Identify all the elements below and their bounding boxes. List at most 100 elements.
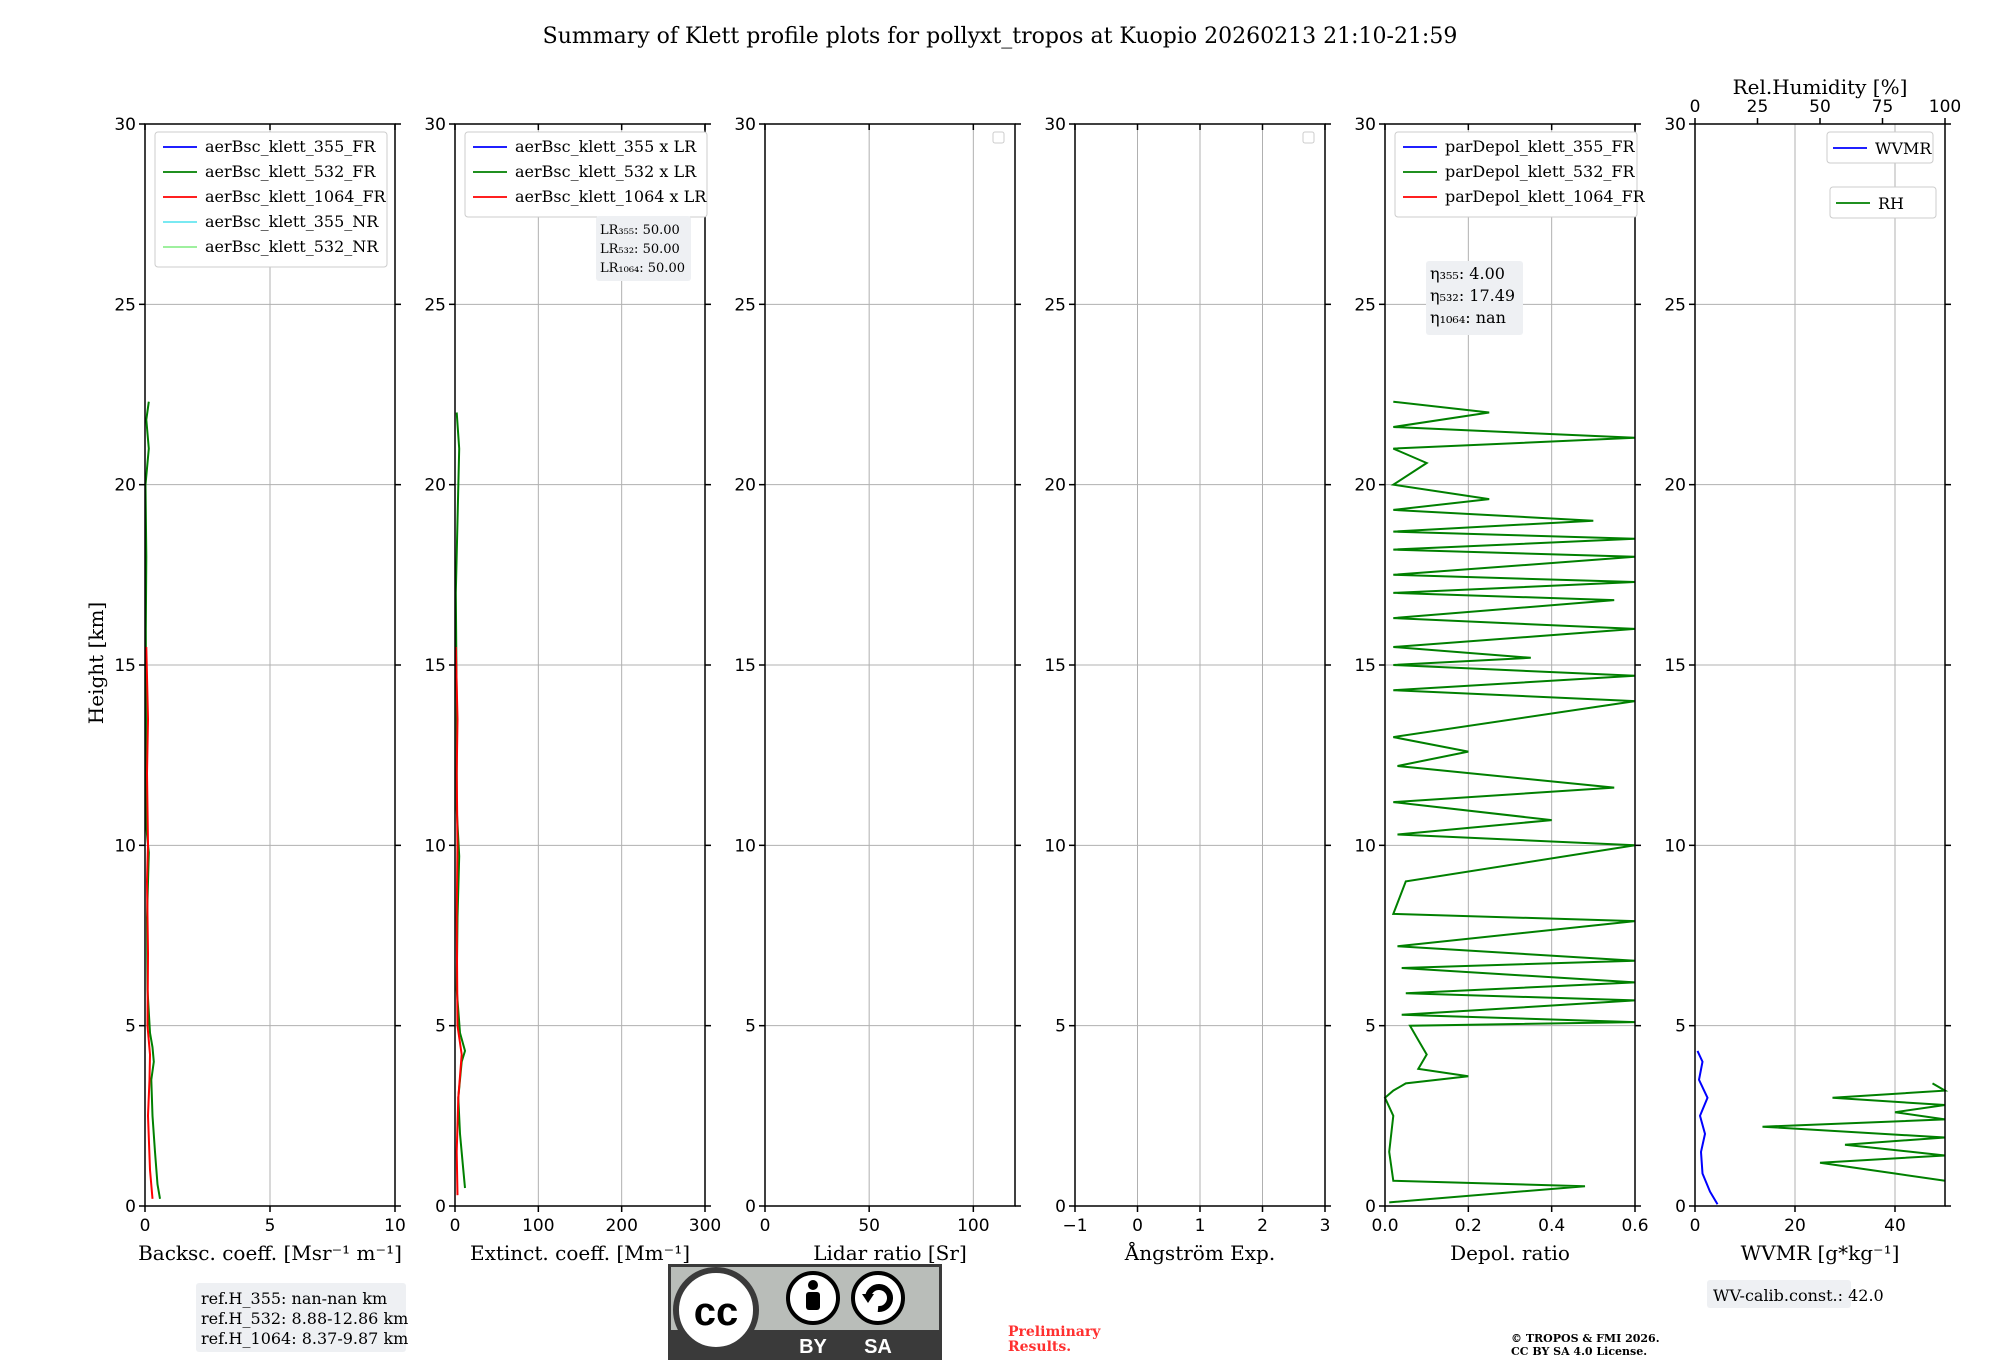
by-person-head [808, 1280, 818, 1290]
annotation-line: LR₁₀₆₄: 50.00 [600, 261, 685, 276]
x-tick-label: 0 [760, 1216, 771, 1236]
y-tick-label: 0 [1675, 1197, 1686, 1217]
y-tick-label: 15 [734, 656, 756, 676]
series-RH [1762, 1082, 1949, 1182]
y-tick-label: 15 [1354, 656, 1376, 676]
y-tick-label: 20 [424, 476, 446, 496]
sa-icon [851, 1271, 905, 1325]
y-tick-label: 5 [1675, 1017, 1686, 1037]
x-axis-label: Depol. ratio [1450, 1241, 1570, 1265]
preliminary-line1: Preliminary [1008, 1324, 1101, 1340]
legend-label: aerBsc_klett_1064_FR [205, 187, 387, 206]
x-tick-label: 5 [265, 1216, 276, 1236]
y-tick-label: 0 [125, 1197, 136, 1217]
y-tick-label: 10 [1664, 836, 1686, 856]
copyright-line2: CC BY SA 4.0 License. [1511, 1345, 1647, 1358]
x-axis-label: Backsc. coeff. [Msr⁻¹ m⁻¹] [138, 1241, 402, 1265]
y-tick-label: 25 [734, 295, 756, 315]
x-axis-label: Ångström Exp. [1124, 1240, 1275, 1265]
x-tick-label: 200 [605, 1216, 637, 1236]
ref-height-532: ref.H_532: 8.88-12.86 km [201, 1309, 408, 1328]
legend-label: parDepol_klett_532_FR [1445, 162, 1636, 181]
series-aerBsc_klett_1064_FR [145, 646, 154, 1199]
x-tick-label: 3 [1320, 1216, 1331, 1236]
series-parDepol_klett_532_FR [1383, 400, 1636, 1204]
panel-extinction: 0 100 200 300 0 5 10 15 20 25 30 Extinct. coeff. [M… [424, 115, 721, 1265]
y-tick-label: 20 [1664, 476, 1686, 496]
y-tick-label: 30 [734, 115, 756, 135]
cc-icon [673, 1267, 759, 1353]
y-tick-label: 30 [424, 115, 446, 135]
y-tick-label: 10 [424, 836, 446, 856]
x-tick-label: 0.2 [1455, 1216, 1482, 1236]
secondary-x-tick-label: 0 [1690, 97, 1701, 117]
ref-height-1064: ref.H_1064: 8.37-9.87 km [201, 1329, 408, 1348]
x-tick-label: 2 [1257, 1216, 1268, 1236]
wv-calib-box: WV-calib.const.: 42.0 [1707, 1280, 1884, 1308]
y-tick-label: 30 [1664, 115, 1686, 135]
secondary-x-tick-label: 25 [1747, 97, 1769, 117]
axes-frame [1384, 123, 1636, 1207]
secondary-x-tick-label: 50 [1809, 97, 1831, 117]
y-axis-label: Height [km] [84, 602, 108, 724]
annotation-line: η₅₃₂: 17.49 [1430, 286, 1515, 305]
sa-arrow-icon [865, 1284, 893, 1313]
empty-legend-box [992, 131, 1005, 144]
panel-backscatter: 0 5 10 0 5 10 15 20 25 30 Backsc. coeff. [Msr⁻¹ m⁻… [114, 115, 405, 1265]
panel-lidar_ratio: 0 50 100 0 5 10 15 20 25 30 Lidar ratio [Sr] [734, 115, 1021, 1265]
y-tick-label: 5 [745, 1017, 756, 1037]
x-tick-label: 300 [689, 1216, 721, 1236]
x-tick-label: 0.6 [1621, 1216, 1648, 1236]
secondary-x-axis-label: Rel.Humidity [%] [1733, 75, 1908, 99]
y-tick-label: 15 [1664, 656, 1686, 676]
x-tick-label: 20 [1784, 1216, 1806, 1236]
x-axis-label: WVMR [g*kg⁻¹] [1741, 1241, 1900, 1265]
x-tick-label: 0 [1132, 1216, 1143, 1236]
y-tick-label: 5 [1055, 1017, 1066, 1037]
preliminary-line2: Results. [1008, 1339, 1071, 1355]
y-tick-label: 30 [1044, 115, 1066, 135]
y-tick-label: 25 [424, 295, 446, 315]
legend-box [1829, 186, 1937, 219]
legend-label: RH [1878, 194, 1904, 213]
y-tick-label: 30 [1354, 115, 1376, 135]
annotation-line: η₁₀₆₄: nan [1430, 308, 1506, 327]
x-axis-label: Lidar ratio [Sr] [813, 1241, 967, 1265]
legend-label: parDepol_klett_1064_FR [1445, 187, 1646, 206]
y-tick-label: 15 [114, 656, 136, 676]
cc-icon-text: cc [694, 1290, 739, 1334]
panel-depol: 0.0 0.2 0.4 0.6 0 5 10 15 20 25 30 Depol. ratio parD… [1354, 115, 1648, 1265]
axes-frame [454, 123, 706, 1207]
ref-heights-box: ref.H_355: nan-nan km ref.H_532: 8.88-12… [196, 1283, 408, 1352]
series-aerBsc_klett_1064 x LR [454, 646, 463, 1196]
x-axis-label: Extinct. coeff. [Mm⁻¹] [470, 1241, 690, 1265]
y-tick-label: 10 [734, 836, 756, 856]
figure-title: Summary of Klett profile plots for polly… [543, 24, 1458, 49]
sa-label: SA [864, 1336, 892, 1358]
x-tick-label: 0 [450, 1216, 461, 1236]
x-tick-label: 100 [522, 1216, 554, 1236]
y-tick-label: 20 [1044, 476, 1066, 496]
axes-frame [1694, 123, 1946, 1207]
legend-label: aerBsc_klett_355 x LR [515, 137, 697, 156]
x-tick-label: 0 [140, 1216, 151, 1236]
y-tick-label: 10 [1044, 836, 1066, 856]
y-tick-label: 20 [114, 476, 136, 496]
legend-label: aerBsc_klett_532_FR [205, 162, 376, 181]
by-person-body [806, 1292, 820, 1310]
y-tick-label: 10 [1354, 836, 1376, 856]
x-tick-label: 0.4 [1538, 1216, 1565, 1236]
y-tick-label: 0 [1365, 1197, 1376, 1217]
axes-frame [1074, 123, 1326, 1207]
copyright-line1: © TROPOS & FMI 2026. [1511, 1332, 1660, 1345]
y-tick-label: 15 [1044, 656, 1066, 676]
by-label: BY [799, 1336, 827, 1358]
x-tick-label: 100 [957, 1216, 989, 1236]
legend-label: aerBsc_klett_1064 x LR [515, 187, 707, 206]
cc-license-badge: cc BY SA [668, 1264, 942, 1360]
x-tick-label: 1 [1195, 1216, 1206, 1236]
annotation-line: LR₅₃₂: 50.00 [600, 242, 680, 257]
